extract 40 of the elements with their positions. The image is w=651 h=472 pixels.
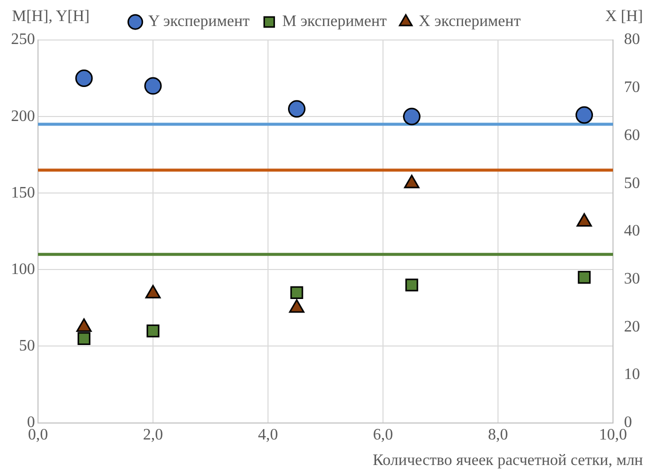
point [289,299,304,313]
y2-tick-label: 50 [624,174,640,192]
point [576,213,592,227]
point [144,77,162,95]
point [405,278,418,292]
y2-tick-label: 80 [624,31,640,48]
y-tick-label: 100 [11,260,35,278]
x-tick-label: 0,0 [28,426,48,444]
y2-tick-label: 70 [624,79,640,96]
point [578,270,591,284]
point [78,332,90,345]
point [75,70,93,88]
legend-label: M эксперимент [282,13,387,30]
x-tick-label: 4,0 [258,426,278,444]
legend-label: Y эксперимент [148,13,250,30]
point [576,106,593,124]
y-tick-label: 150 [11,184,35,202]
y2-tick-label: 40 [624,222,640,240]
x-tick-label: 6,0 [373,426,393,444]
y-axis-title: M[H], Y[H] [12,8,90,26]
y2-tick-label: 60 [624,126,640,144]
point [288,100,306,118]
y2-tick-label: 20 [624,318,640,336]
y2-tick-label: 10 [624,366,640,384]
x-tick-label: 2,0 [143,426,163,444]
point [290,286,304,300]
point [404,174,420,188]
y2-axis-title: X [H] [605,8,643,26]
point [145,284,161,298]
y2-tick-label: 30 [624,270,640,288]
x-tick-label: 8,0 [488,426,508,444]
point [76,318,92,332]
point [403,108,420,126]
legend-label: X эксперимент [418,13,521,30]
y-tick-label: 250 [11,31,35,48]
y-tick-label: 200 [11,108,35,125]
y-tick-label: 50 [19,337,35,354]
x-tick-label: 10,0 [599,426,627,444]
point [146,324,160,338]
x-axis-title: Количество ячеек расчетной сетки, млн [372,452,643,470]
